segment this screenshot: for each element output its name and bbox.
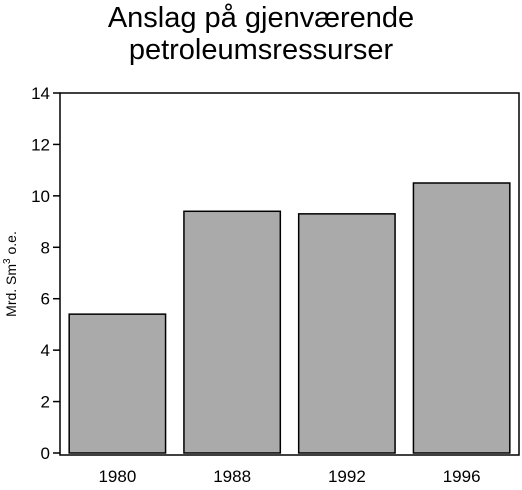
x-tick-label-1992: 1992 <box>328 467 366 486</box>
bar-1980 <box>68 313 167 454</box>
y-tick-label: 4 <box>41 341 50 360</box>
y-tick-label: 10 <box>31 187 50 206</box>
chart-title-line-2: petroleumsressurser <box>128 34 394 66</box>
x-tick-label-1980: 1980 <box>98 467 136 486</box>
y-tick-label: 14 <box>31 84 50 103</box>
y-axis: 0 2 4 6 8 10 12 14 <box>31 84 60 463</box>
bar-1996 <box>412 182 511 454</box>
y-axis-label-base: Mrd. Sm <box>3 264 19 317</box>
x-axis: 1980 1988 1992 1996 <box>98 467 480 486</box>
y-axis-label-suffix: o.e. <box>3 231 19 258</box>
y-tick-label: 2 <box>41 393 50 412</box>
plot-frame <box>59 92 520 456</box>
x-tick-label-1988: 1988 <box>213 467 251 486</box>
y-tick-label: 8 <box>41 238 50 257</box>
y-tick-label: 6 <box>41 290 50 309</box>
y-axis-label-superscript: 3 <box>2 258 13 264</box>
y-tick-label: 0 <box>41 444 50 463</box>
x-tick-label-1996: 1996 <box>443 467 481 486</box>
y-tick-label: 12 <box>31 135 50 154</box>
y-axis-label: Mrd. Sm3 o.e. <box>2 231 19 317</box>
bar-1992 <box>297 213 396 454</box>
bar-1988 <box>183 210 282 454</box>
chart-title-line-1: Anslag på gjenværende <box>107 2 415 34</box>
bars-group <box>68 182 511 454</box>
chart-title: Anslag på gjenværende petroleumsressurse… <box>0 2 522 66</box>
